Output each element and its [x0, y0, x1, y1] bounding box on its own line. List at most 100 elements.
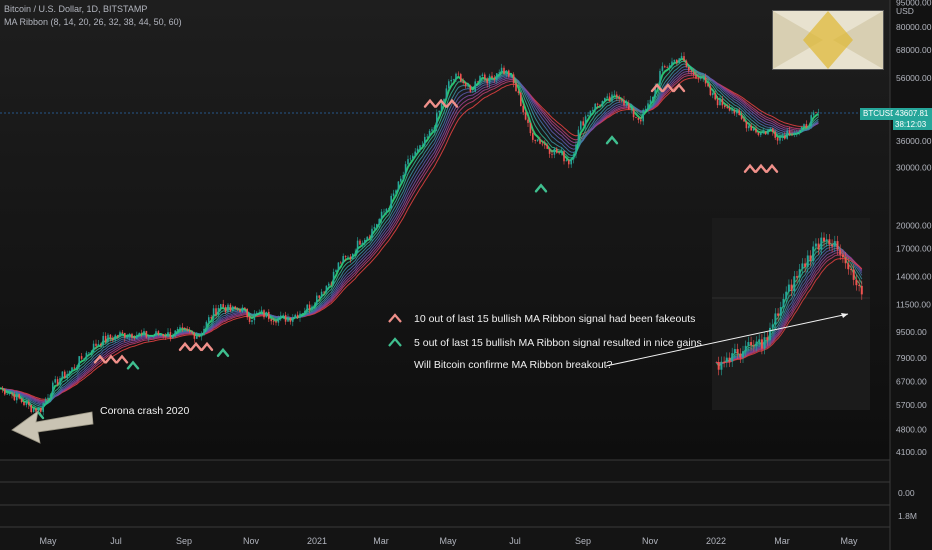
candle-body — [88, 352, 90, 353]
inset-candle — [801, 263, 804, 270]
candle-body — [260, 310, 263, 313]
candle-body — [817, 112, 820, 113]
candle-body — [616, 94, 618, 97]
price-axis[interactable]: 95000.00 80000.00 68000.00 56000.00 36000.00… — [896, 0, 932, 457]
candle-body — [748, 125, 750, 129]
y-tick-label: 56000.00 — [896, 73, 932, 83]
inset-candle — [836, 241, 839, 250]
countdown-value: 38:12:03 — [895, 120, 927, 129]
y-tick-label: 80000.00 — [896, 22, 932, 32]
inset-candle — [717, 362, 720, 370]
candle-body — [618, 96, 620, 99]
candle-body — [294, 314, 296, 319]
pane2-value: 1.8M — [898, 511, 917, 521]
price-value: 43607.81 — [895, 109, 929, 118]
x-tick-label: May — [39, 536, 57, 546]
candle-body — [272, 321, 275, 322]
candle-body — [320, 291, 323, 298]
y-tick-label: 6700.00 — [896, 377, 927, 387]
candle-body — [392, 193, 395, 196]
candle-body — [702, 77, 704, 79]
candle-body — [47, 397, 49, 400]
inset-candle — [736, 349, 739, 354]
inset-candle — [823, 237, 825, 242]
candle-body — [155, 331, 157, 336]
candle-body — [1, 388, 4, 389]
candle-body — [584, 116, 587, 126]
candle-body — [376, 224, 378, 227]
candle-body — [484, 74, 486, 79]
price-badge: 43607.81 38:12:03 — [893, 108, 932, 130]
candle-body — [23, 402, 25, 406]
candle-body — [688, 66, 690, 71]
candle-body — [16, 393, 18, 401]
candle-body — [582, 121, 584, 126]
candle-body — [781, 135, 784, 138]
candle-body — [152, 335, 155, 337]
candle-body — [793, 133, 796, 135]
candle-body — [368, 236, 371, 238]
fakeout-marker — [178, 341, 192, 351]
candle-body — [83, 358, 85, 360]
candle-body — [40, 407, 42, 412]
candle-body — [385, 208, 388, 212]
symbol-title: Bitcoin / U.S. Dollar, 1D, BITSTAMP — [4, 4, 148, 14]
candle-body — [85, 352, 88, 359]
candle-body — [779, 137, 781, 141]
candle-body — [354, 252, 356, 254]
candle-body — [575, 144, 577, 155]
candle-body — [325, 285, 328, 293]
candle-body — [808, 125, 810, 128]
inset-candle — [814, 243, 817, 247]
currency-label: USD — [896, 6, 914, 16]
x-tick-label: Jul — [509, 536, 521, 546]
candle-body — [73, 367, 76, 369]
y-tick-label: 5700.00 — [896, 400, 927, 410]
candle-body — [4, 388, 6, 395]
candle-body — [750, 125, 752, 131]
candle-body — [640, 119, 642, 122]
success-marker — [126, 360, 140, 370]
candle-body — [721, 99, 724, 106]
candle-body — [680, 56, 683, 59]
candle-body — [66, 373, 68, 378]
candle-body — [56, 379, 59, 385]
candle-body — [757, 132, 760, 135]
candle-body — [791, 134, 793, 135]
candle-body — [539, 139, 541, 144]
candle-body — [49, 394, 52, 398]
candle-body — [707, 83, 709, 87]
candle-body — [344, 256, 347, 258]
candle-body — [733, 110, 736, 114]
crash-annotation: Corona crash 2020 — [100, 405, 189, 417]
candle-body — [529, 122, 532, 134]
candle-body — [107, 334, 109, 342]
x-tick-label: Mar — [373, 536, 389, 546]
candle-body — [162, 334, 164, 337]
candle-body — [280, 315, 282, 319]
candle-body — [186, 328, 188, 331]
candle-body — [767, 129, 769, 135]
candle-body — [258, 312, 260, 313]
candle-body — [30, 404, 32, 413]
candle-body — [157, 331, 160, 335]
time-axis[interactable]: May Jul Sep Nov 2021 Mar May Jul Sep Nov 2022 Mar Ma… — [39, 536, 858, 546]
candle-body — [95, 343, 97, 346]
candle-body — [282, 315, 284, 316]
inset-candle — [742, 351, 744, 358]
fakeout-marker — [200, 341, 214, 351]
candle-body — [373, 226, 376, 229]
candle-body — [419, 145, 421, 149]
ribbon-line-60 — [0, 77, 819, 400]
candle-body — [402, 175, 404, 179]
indicator-title: MA Ribbon (8, 14, 20, 26, 32, 38, 44, 50… — [4, 17, 182, 27]
x-tick-label: May — [840, 536, 858, 546]
logo-graphic — [773, 11, 883, 69]
x-tick-label: Sep — [575, 536, 591, 546]
candle-body — [400, 178, 402, 182]
inset-candle — [733, 349, 736, 354]
candle-body — [652, 96, 654, 100]
candle-body — [409, 158, 412, 160]
candle-body — [438, 110, 440, 113]
